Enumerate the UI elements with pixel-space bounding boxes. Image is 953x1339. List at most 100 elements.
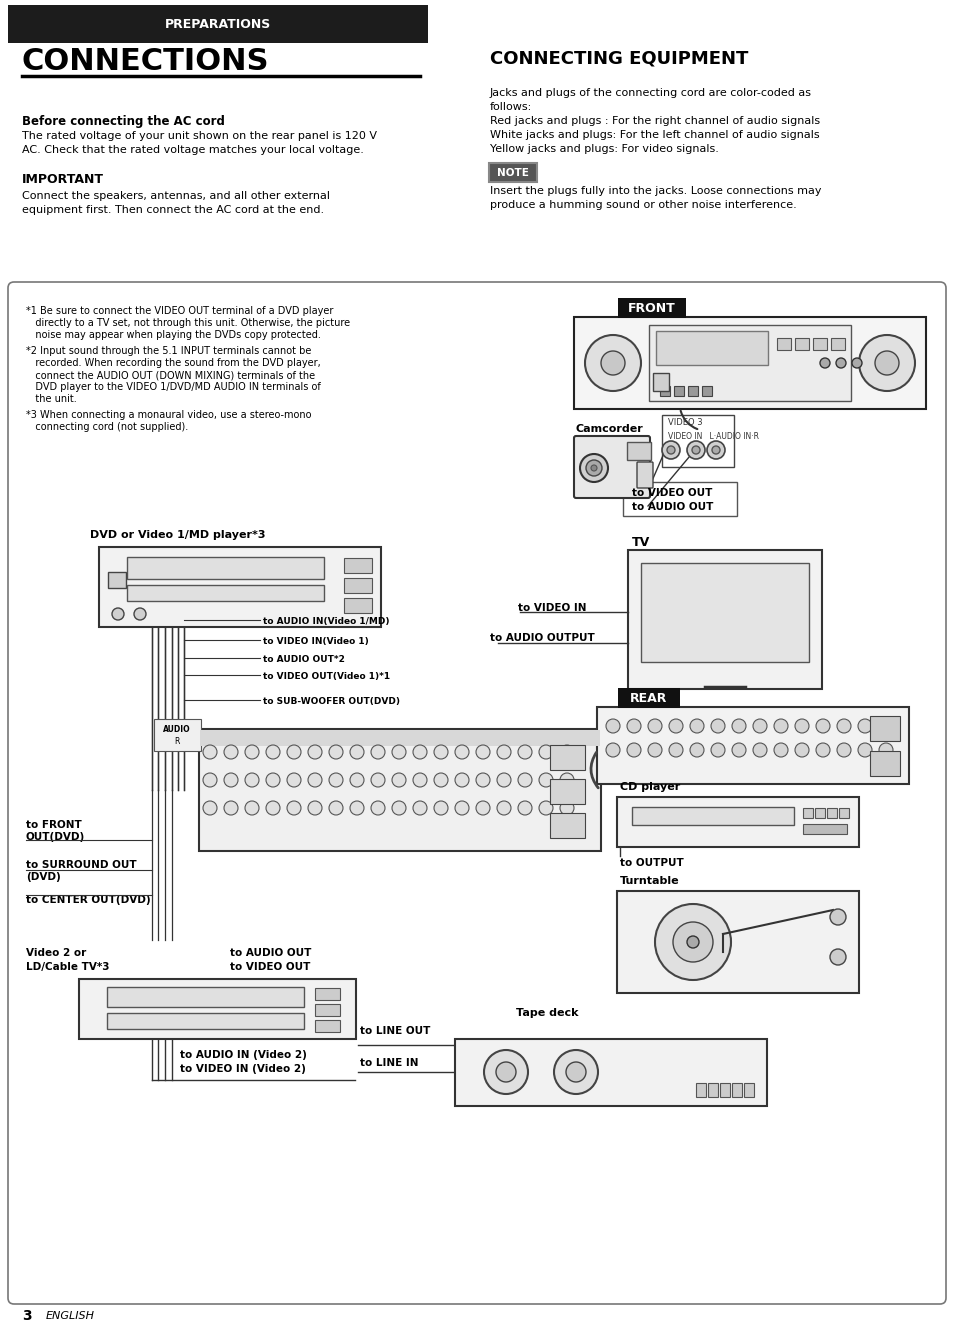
Circle shape <box>203 773 216 787</box>
Circle shape <box>794 743 808 757</box>
FancyBboxPatch shape <box>720 1083 729 1097</box>
FancyBboxPatch shape <box>659 386 669 396</box>
Circle shape <box>647 743 661 757</box>
Circle shape <box>266 773 280 787</box>
Circle shape <box>857 743 871 757</box>
Text: LD/Cable TV*3: LD/Cable TV*3 <box>26 961 110 972</box>
Circle shape <box>224 773 237 787</box>
Circle shape <box>686 936 699 948</box>
FancyBboxPatch shape <box>314 988 339 1000</box>
FancyBboxPatch shape <box>618 299 685 317</box>
Circle shape <box>585 461 601 475</box>
Text: recorded. When recording the sound from the DVD player,: recorded. When recording the sound from … <box>26 358 320 368</box>
Text: R: R <box>174 738 179 747</box>
Text: IMPORTANT: IMPORTANT <box>22 173 104 186</box>
FancyBboxPatch shape <box>707 1083 718 1097</box>
Circle shape <box>517 744 532 759</box>
FancyBboxPatch shape <box>153 719 201 751</box>
FancyBboxPatch shape <box>314 1004 339 1016</box>
Circle shape <box>538 773 553 787</box>
Circle shape <box>203 801 216 815</box>
Circle shape <box>224 801 237 815</box>
FancyBboxPatch shape <box>107 1014 304 1028</box>
Circle shape <box>605 743 619 757</box>
Circle shape <box>752 719 766 732</box>
FancyBboxPatch shape <box>597 707 908 785</box>
Circle shape <box>203 744 216 759</box>
Circle shape <box>666 446 675 454</box>
Circle shape <box>773 719 787 732</box>
FancyBboxPatch shape <box>687 386 698 396</box>
Text: CONNECTING EQUIPMENT: CONNECTING EQUIPMENT <box>490 50 747 67</box>
Text: Insert the plugs fully into the jacks. Loose connections may: Insert the plugs fully into the jacks. L… <box>490 186 821 195</box>
Circle shape <box>689 743 703 757</box>
Circle shape <box>112 608 124 620</box>
FancyBboxPatch shape <box>626 442 650 461</box>
Circle shape <box>626 743 640 757</box>
Text: Connect the speakers, antennas, and all other external: Connect the speakers, antennas, and all … <box>22 191 330 201</box>
Circle shape <box>308 773 322 787</box>
FancyBboxPatch shape <box>550 779 584 803</box>
Text: to LINE IN: to LINE IN <box>359 1058 418 1069</box>
Text: VIDEO 3: VIDEO 3 <box>667 418 702 427</box>
Circle shape <box>434 801 448 815</box>
Text: Before connecting the AC cord: Before connecting the AC cord <box>22 115 225 129</box>
Circle shape <box>329 801 343 815</box>
FancyBboxPatch shape <box>701 386 711 396</box>
Text: *1 Be sure to connect the VIDEO OUT terminal of a DVD player: *1 Be sure to connect the VIDEO OUT term… <box>26 307 333 316</box>
Text: to AUDIO IN (Video 2): to AUDIO IN (Video 2) <box>180 1050 307 1060</box>
Text: to AUDIO OUT: to AUDIO OUT <box>230 948 311 957</box>
Circle shape <box>266 744 280 759</box>
Circle shape <box>476 801 490 815</box>
Circle shape <box>731 743 745 757</box>
Circle shape <box>497 744 511 759</box>
Circle shape <box>517 801 532 815</box>
FancyBboxPatch shape <box>627 550 821 690</box>
Text: produce a humming sound or other noise interference.: produce a humming sound or other noise i… <box>490 200 796 210</box>
FancyBboxPatch shape <box>344 558 372 573</box>
Text: FRONT: FRONT <box>627 301 675 315</box>
Circle shape <box>590 465 597 471</box>
FancyBboxPatch shape <box>550 744 584 770</box>
FancyBboxPatch shape <box>869 716 899 740</box>
Circle shape <box>350 744 364 759</box>
Text: *3 When connecting a monaural video, use a stereo-mono: *3 When connecting a monaural video, use… <box>26 410 312 420</box>
Text: DVD or Video 1/MD player*3: DVD or Video 1/MD player*3 <box>90 530 265 540</box>
Circle shape <box>752 743 766 757</box>
FancyBboxPatch shape <box>8 5 428 43</box>
Circle shape <box>672 923 712 961</box>
Circle shape <box>668 719 682 732</box>
Circle shape <box>392 773 406 787</box>
Text: to VIDEO IN(Video 1): to VIDEO IN(Video 1) <box>263 637 369 645</box>
FancyBboxPatch shape <box>107 987 304 1007</box>
Circle shape <box>554 1050 598 1094</box>
Circle shape <box>829 909 845 925</box>
Circle shape <box>878 743 892 757</box>
Circle shape <box>706 441 724 459</box>
Circle shape <box>434 773 448 787</box>
Circle shape <box>668 743 682 757</box>
Text: to SURROUND OUT
(DVD): to SURROUND OUT (DVD) <box>26 860 136 882</box>
FancyBboxPatch shape <box>199 728 600 852</box>
FancyBboxPatch shape <box>648 325 850 400</box>
Circle shape <box>308 801 322 815</box>
Circle shape <box>483 1050 527 1094</box>
Circle shape <box>874 351 898 375</box>
Text: to VIDEO OUT: to VIDEO OUT <box>631 487 712 498</box>
Text: to CENTER OUT(DVD): to CENTER OUT(DVD) <box>26 894 151 905</box>
Text: PREPARATIONS: PREPARATIONS <box>165 17 271 31</box>
Circle shape <box>329 744 343 759</box>
Circle shape <box>858 335 914 391</box>
Circle shape <box>455 773 469 787</box>
Circle shape <box>476 773 490 787</box>
FancyBboxPatch shape <box>344 578 372 593</box>
Text: to SUB-WOOFER OUT(DVD): to SUB-WOOFER OUT(DVD) <box>263 698 399 706</box>
Circle shape <box>287 744 301 759</box>
Circle shape <box>496 1062 516 1082</box>
Circle shape <box>878 719 892 732</box>
FancyBboxPatch shape <box>743 1083 753 1097</box>
Text: VIDEO IN   L·AUDIO IN·R: VIDEO IN L·AUDIO IN·R <box>667 432 759 441</box>
Text: CD player: CD player <box>619 782 679 791</box>
FancyBboxPatch shape <box>618 688 679 708</box>
Circle shape <box>815 719 829 732</box>
